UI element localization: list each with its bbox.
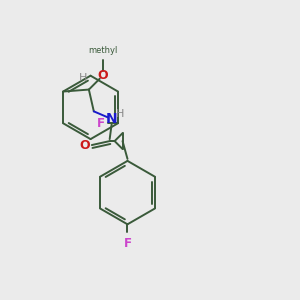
Text: methyl: methyl <box>88 46 117 55</box>
Text: F: F <box>97 117 105 130</box>
Text: F: F <box>124 237 131 250</box>
Text: O: O <box>98 69 108 82</box>
Text: H: H <box>79 73 87 82</box>
Text: H: H <box>116 109 125 119</box>
Text: O: O <box>80 139 90 152</box>
Text: N: N <box>106 112 118 126</box>
